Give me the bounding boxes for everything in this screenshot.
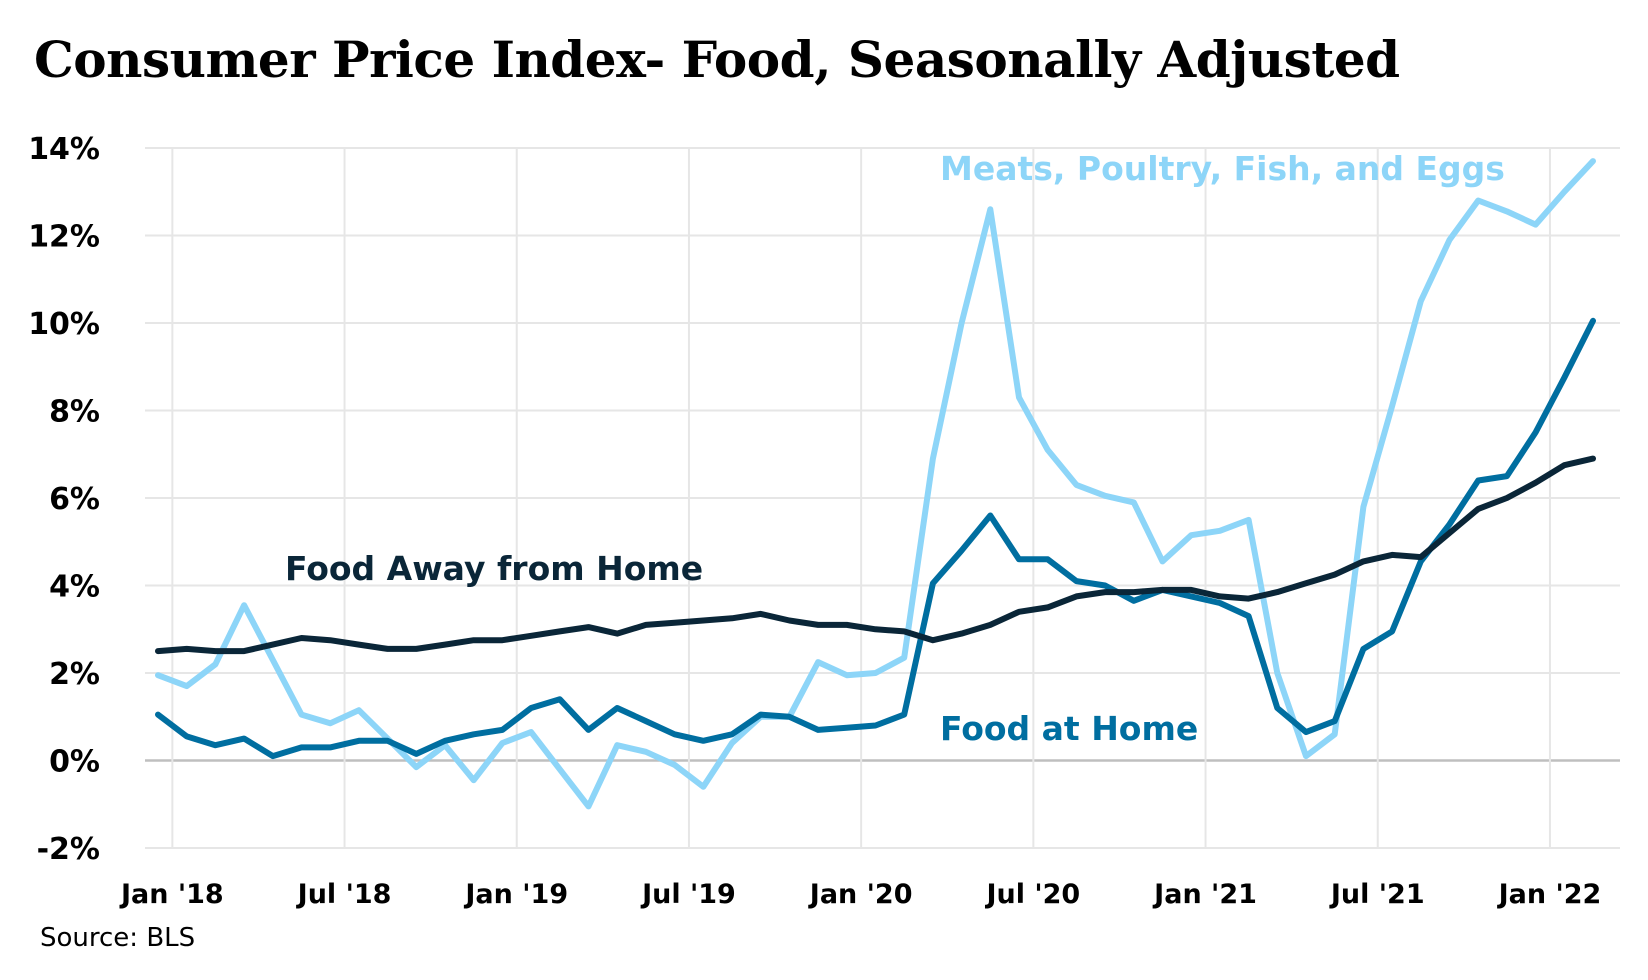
y-tick-label: 6% xyxy=(49,482,100,517)
x-tick-label: Jan '18 xyxy=(119,879,224,910)
y-tick-label: 8% xyxy=(49,395,100,430)
x-tick-label: Jul '18 xyxy=(296,879,392,910)
axes: 14% 12% 10% 8% 6% 4% 2% 0% -2% Jan '18 Jul '18 Jan … xyxy=(28,132,1601,910)
x-tick-label: Jul '19 xyxy=(640,879,736,910)
x-tick-label: Jul '20 xyxy=(984,879,1080,910)
series-labels: Meats, Poultry, Fish, and Eggs Food Away… xyxy=(285,149,1505,748)
grid-lines xyxy=(145,147,1620,849)
series-line-food-away xyxy=(155,455,1596,655)
series-label-food-away: Food Away from Home xyxy=(285,549,703,588)
y-tick-label: 0% xyxy=(49,745,100,780)
y-tick-label: 2% xyxy=(49,657,100,692)
y-tick-label: 12% xyxy=(28,220,100,255)
x-tick-label: Jan '20 xyxy=(808,879,913,910)
x-tick-label: Jan '22 xyxy=(1497,879,1602,910)
series-label-meats: Meats, Poultry, Fish, and Eggs xyxy=(940,149,1505,188)
series-label-food-at-home: Food at Home xyxy=(940,709,1198,748)
y-tick-label: 14% xyxy=(28,132,100,167)
series-lines xyxy=(155,158,1596,810)
chart-title: Consumer Price Index- Food, Seasonally A… xyxy=(34,30,1400,89)
y-tick-label: 10% xyxy=(28,307,100,342)
x-tick-label: Jul '21 xyxy=(1329,879,1425,910)
series-line-food-at-home xyxy=(155,317,1596,760)
y-tick-label: 4% xyxy=(49,570,100,605)
y-tick-label: -2% xyxy=(37,832,100,867)
x-tick-label: Jan '21 xyxy=(1152,879,1257,910)
source-note: Source: BLS xyxy=(40,923,196,953)
x-tick-label: Jan '19 xyxy=(463,879,568,910)
